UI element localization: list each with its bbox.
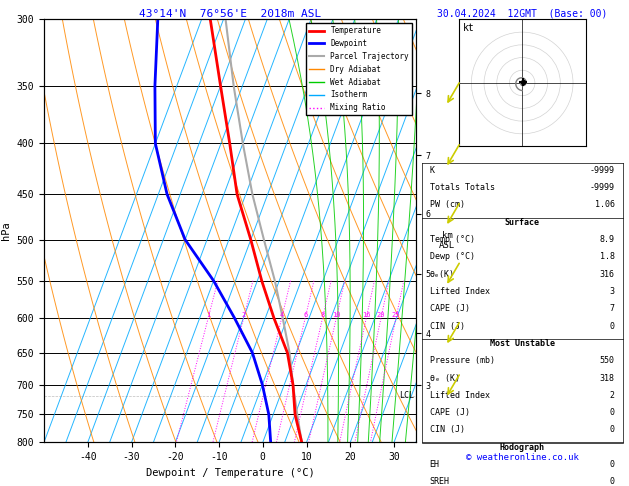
Text: 1.8: 1.8: [599, 252, 615, 261]
Text: Lifted Index: Lifted Index: [430, 391, 490, 400]
Text: © weatheronline.co.uk: © weatheronline.co.uk: [465, 453, 579, 463]
Text: 0: 0: [610, 322, 615, 330]
Text: Lifted Index: Lifted Index: [430, 287, 490, 296]
Title: 43°14'N  76°56'E  2018m ASL: 43°14'N 76°56'E 2018m ASL: [139, 9, 321, 18]
Text: θₑ (K): θₑ (K): [430, 374, 460, 382]
Text: -9999: -9999: [589, 183, 615, 192]
Text: -9999: -9999: [589, 166, 615, 174]
Text: 550: 550: [599, 356, 615, 365]
Y-axis label: hPa: hPa: [1, 222, 11, 240]
Text: kt: kt: [462, 23, 474, 33]
Text: 8.9: 8.9: [599, 235, 615, 244]
Text: 10: 10: [332, 312, 340, 318]
Text: Temp (°C): Temp (°C): [430, 235, 475, 244]
Text: 0: 0: [610, 425, 615, 434]
Text: 7: 7: [610, 304, 615, 313]
Text: 0: 0: [610, 460, 615, 469]
Text: Most Unstable: Most Unstable: [490, 339, 555, 348]
Legend: Temperature, Dewpoint, Parcel Trajectory, Dry Adiabat, Wet Adiabat, Isotherm, Mi: Temperature, Dewpoint, Parcel Trajectory…: [306, 23, 412, 115]
Text: 2: 2: [610, 391, 615, 400]
Text: 0: 0: [610, 408, 615, 417]
Text: 4: 4: [279, 312, 284, 318]
Text: CIN (J): CIN (J): [430, 322, 465, 330]
Text: Hodograph: Hodograph: [499, 443, 545, 452]
Text: 16: 16: [362, 312, 370, 318]
Text: 8: 8: [320, 312, 325, 318]
Text: Surface: Surface: [504, 218, 540, 226]
Text: 25: 25: [392, 312, 400, 318]
Text: θₑ(K): θₑ(K): [430, 270, 455, 278]
Text: 1.06: 1.06: [594, 200, 615, 209]
Text: 0: 0: [610, 477, 615, 486]
Text: 2: 2: [242, 312, 246, 318]
Text: CIN (J): CIN (J): [430, 425, 465, 434]
Text: 318: 318: [599, 374, 615, 382]
Title: 30.04.2024  12GMT  (Base: 00): 30.04.2024 12GMT (Base: 00): [437, 9, 608, 18]
Text: PW (cm): PW (cm): [430, 200, 465, 209]
Text: 3: 3: [610, 287, 615, 296]
Text: Dewp (°C): Dewp (°C): [430, 252, 475, 261]
Text: Totals Totals: Totals Totals: [430, 183, 495, 192]
Text: Mixing Ratio (g/kg): Mixing Ratio (g/kg): [423, 183, 432, 278]
Text: 20: 20: [377, 312, 385, 318]
Text: 6: 6: [303, 312, 308, 318]
Text: 316: 316: [599, 270, 615, 278]
Text: 1: 1: [206, 312, 210, 318]
X-axis label: Dewpoint / Temperature (°C): Dewpoint / Temperature (°C): [145, 468, 314, 478]
Text: SREH: SREH: [430, 477, 450, 486]
Text: Pressure (mb): Pressure (mb): [430, 356, 495, 365]
Text: K: K: [430, 166, 435, 174]
Y-axis label: km
ASL: km ASL: [439, 231, 455, 250]
Text: CAPE (J): CAPE (J): [430, 408, 470, 417]
Text: EH: EH: [430, 460, 440, 469]
Text: LCL: LCL: [399, 391, 414, 400]
Text: CAPE (J): CAPE (J): [430, 304, 470, 313]
